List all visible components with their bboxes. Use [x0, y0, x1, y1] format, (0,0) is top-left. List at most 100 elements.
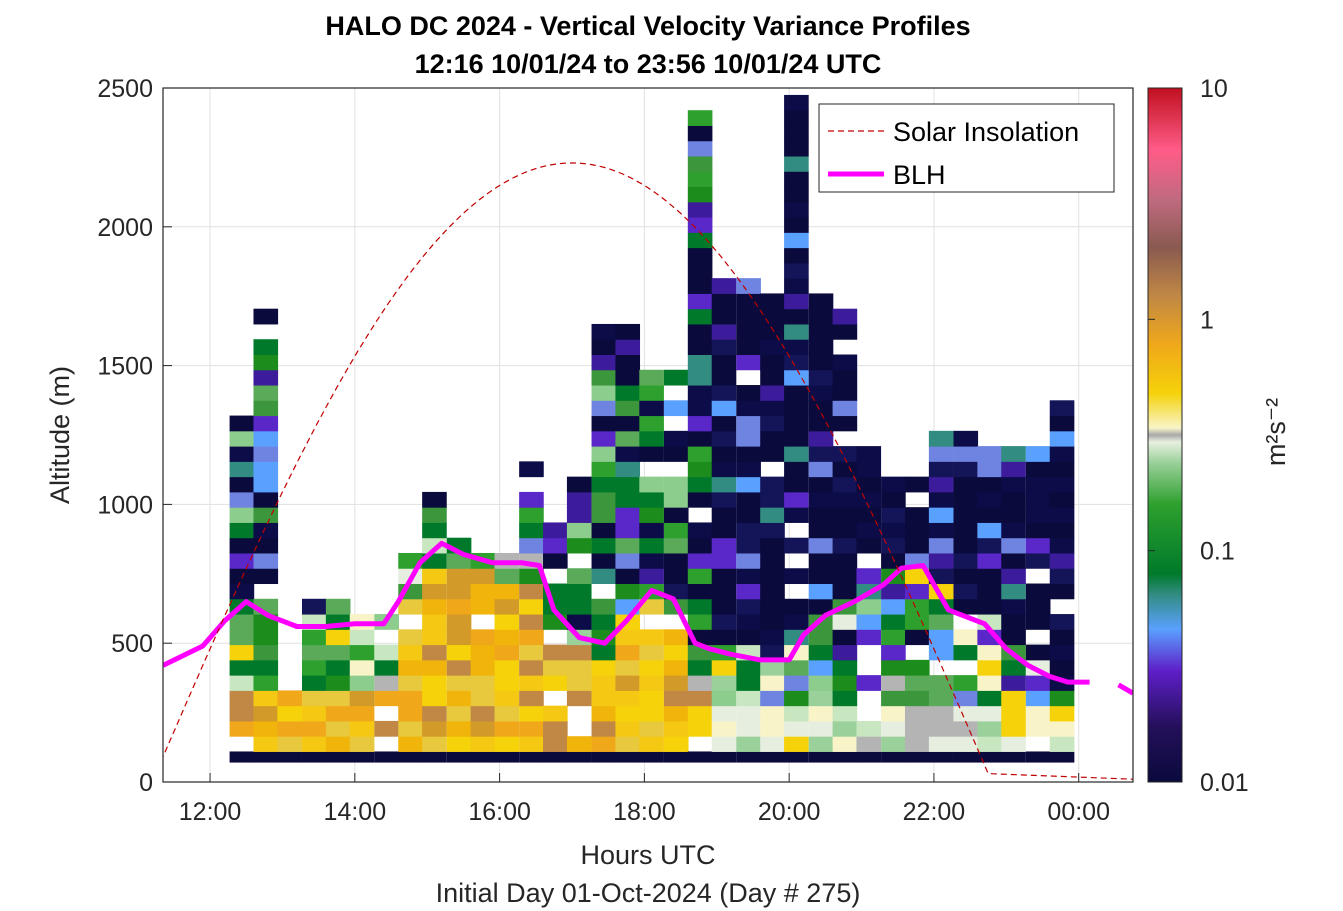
heatmap-cell	[1049, 751, 1075, 763]
heatmap-cell	[229, 720, 255, 737]
solar-insolation-line	[163, 162, 1133, 780]
heatmap-cell	[736, 598, 761, 615]
blh-line	[163, 540, 1133, 696]
heatmap-cell	[784, 446, 809, 462]
heatmap-cell	[519, 507, 544, 523]
heatmap-cell	[687, 751, 713, 763]
heatmap-cell	[639, 522, 664, 539]
heatmap-cell	[566, 659, 592, 676]
heatmap-cell	[349, 720, 375, 737]
heatmap-cell	[977, 461, 1002, 478]
heatmap-cell	[881, 751, 906, 763]
heatmap-cell	[398, 644, 423, 661]
heatmap-cell	[253, 690, 279, 707]
heatmap-cell	[349, 629, 375, 646]
heatmap-cell	[639, 598, 664, 615]
heatmap-cell	[615, 522, 641, 539]
heatmap-cell	[928, 446, 954, 462]
heatmap-cell	[928, 522, 954, 539]
heatmap-cell	[446, 659, 472, 676]
x-tick-label: 00:00	[1047, 798, 1110, 826]
heatmap-cell	[784, 690, 809, 707]
heatmap-cell	[856, 537, 882, 554]
heatmap-cell	[494, 675, 520, 691]
heatmap-cell	[687, 446, 713, 462]
heatmap-cell	[566, 598, 592, 615]
heatmap-cell	[784, 476, 809, 493]
heatmap-cell	[422, 675, 447, 691]
colorbar-label: m²s⁻²	[1261, 398, 1291, 466]
heatmap-cell	[1025, 614, 1051, 630]
heatmap-cell	[663, 552, 689, 569]
heatmap-cell	[1001, 522, 1026, 539]
heatmap-cell	[229, 491, 255, 508]
heatmap-cell	[711, 461, 737, 478]
y-tick-label: 2500	[97, 75, 153, 103]
heatmap-cell	[494, 629, 520, 646]
heatmap-cell	[977, 720, 1002, 737]
heatmap-cell	[687, 568, 713, 585]
heatmap-cell	[519, 659, 544, 676]
heatmap-cell	[711, 705, 737, 722]
heatmap-cell	[832, 736, 858, 752]
heatmap-cell	[1025, 690, 1051, 707]
heatmap-cell	[736, 736, 761, 752]
heatmap-cell	[832, 522, 858, 539]
heatmap-cell	[422, 598, 447, 615]
heatmap-cell	[253, 446, 279, 462]
colorbar: 0.01 0.1 1 10 m²s⁻²	[1147, 75, 1291, 797]
heatmap-cell	[760, 659, 785, 676]
heatmap-cell	[253, 491, 279, 508]
heatmap-cell	[229, 629, 255, 646]
heatmap-cell	[1001, 552, 1026, 569]
heatmap-cell	[591, 446, 617, 462]
heatmap-cell	[325, 598, 351, 615]
heatmap-cell	[736, 308, 761, 325]
heatmap-cell	[494, 720, 520, 737]
heatmap-cell	[639, 705, 664, 722]
heatmap-cell	[736, 552, 761, 569]
heatmap-cell	[1001, 614, 1026, 630]
heatmap-cell	[856, 568, 882, 585]
heatmap-cell	[784, 110, 809, 126]
heatmap-cell	[325, 644, 351, 661]
heatmap-cell	[422, 522, 447, 539]
heatmap-cell	[808, 476, 834, 493]
heatmap-cell	[808, 751, 834, 763]
heatmap-cell	[374, 644, 399, 661]
heatmap-cell	[591, 385, 617, 401]
heatmap-cell	[663, 675, 689, 691]
heatmap-cell	[736, 461, 761, 478]
heatmap-cell	[832, 385, 858, 401]
heatmap-cell	[494, 659, 520, 676]
heatmap-cell	[687, 415, 713, 432]
heatmap-cell	[784, 94, 809, 111]
heatmap-cell	[229, 552, 255, 569]
heatmap-cell	[736, 629, 761, 646]
heatmap-cell	[928, 552, 954, 569]
heatmap-cell	[374, 675, 399, 691]
heatmap-cell	[736, 385, 761, 401]
heatmap-cell	[808, 385, 834, 401]
heatmap-cell	[494, 583, 520, 600]
colorbar-tick-label: 0.01	[1200, 769, 1249, 797]
heatmap-cell	[325, 659, 351, 676]
heatmap-cell	[301, 644, 327, 661]
x-tick-label: 14:00	[324, 798, 387, 826]
heatmap-cell	[856, 491, 882, 508]
heatmap-cell	[229, 446, 255, 462]
heatmap-cell	[760, 323, 785, 340]
heatmap-cell	[494, 705, 520, 722]
heatmap-cell	[784, 507, 809, 523]
heatmap-cell	[736, 476, 761, 493]
heatmap-cell	[1001, 720, 1026, 737]
heatmap-cell	[687, 705, 713, 722]
heatmap-cell	[687, 659, 713, 676]
heatmap-cell	[1049, 430, 1075, 447]
heatmap-cell	[856, 522, 882, 539]
heatmap-cell	[808, 400, 834, 417]
heatmap-cell	[953, 507, 979, 523]
heatmap-cell	[832, 629, 858, 646]
heatmap-cell	[904, 705, 930, 722]
heatmap-cell	[928, 720, 954, 737]
